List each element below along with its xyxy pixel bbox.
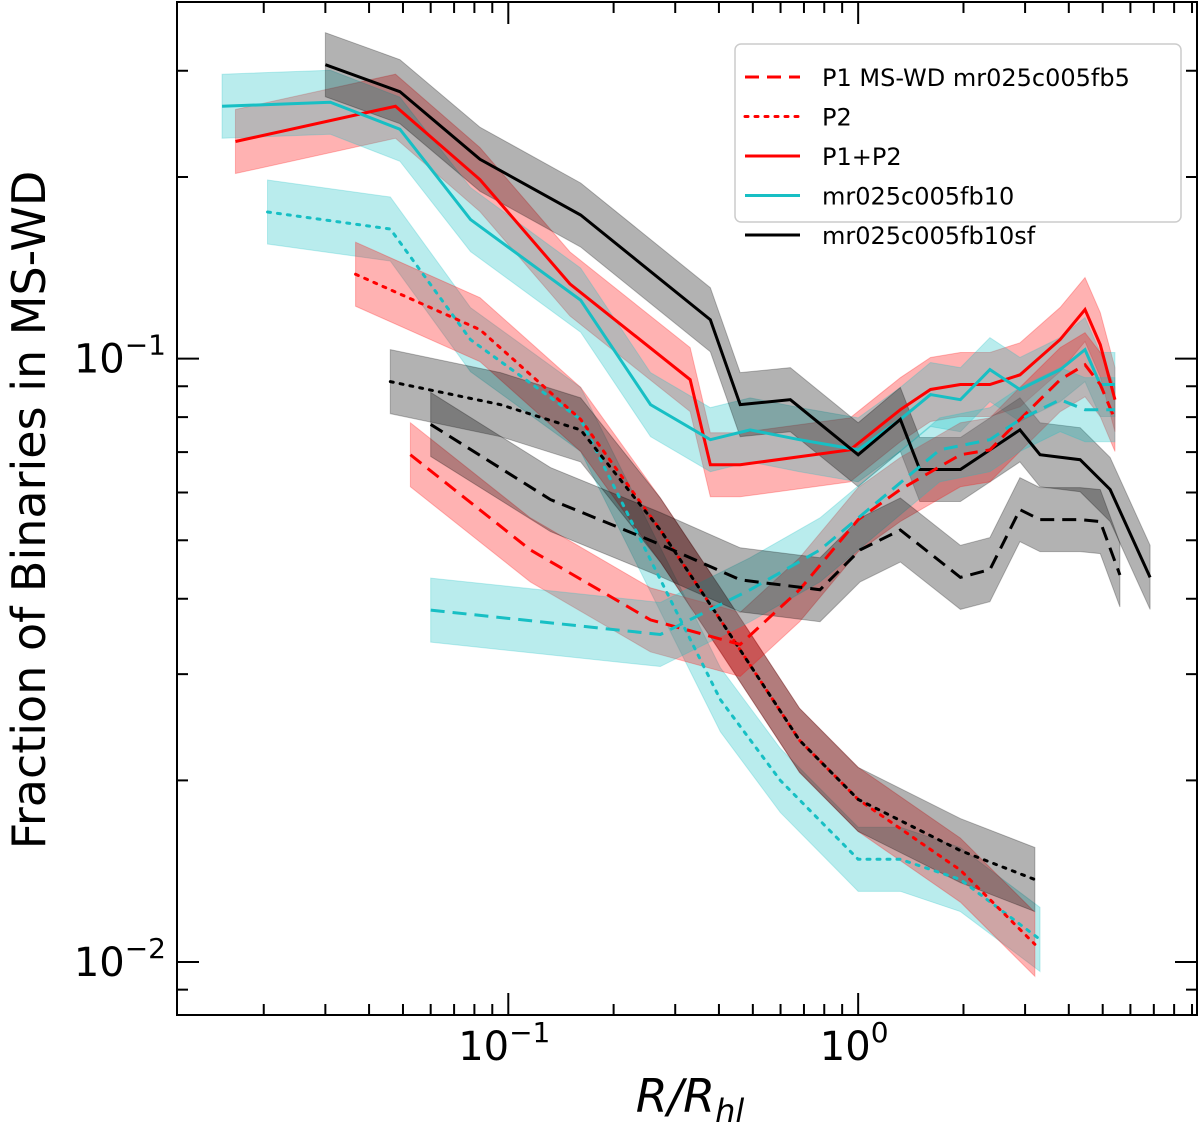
error-band-0	[234, 73, 1116, 498]
series-line-1	[221, 100, 1115, 452]
x-tick-label: 10−1	[458, 1016, 550, 1070]
tick-labels: 10−1 100 10−1 10−2	[74, 329, 889, 1070]
x-tick-label: 100	[820, 1016, 889, 1070]
error-bands	[221, 31, 1151, 978]
error-band-3	[267, 179, 1041, 973]
legend-label: P2	[822, 104, 852, 132]
series-line-6	[409, 362, 1117, 647]
series-line-7	[430, 398, 1115, 637]
error-band-5	[389, 348, 1036, 913]
plot-frame	[176, 1, 1198, 1016]
series-line-2	[324, 63, 1152, 579]
series-line-8	[429, 423, 1122, 592]
legend-label: mr025c005fb10	[822, 183, 1014, 211]
error-band-2	[324, 31, 1151, 610]
legend-box	[734, 43, 1182, 223]
error-band-7	[430, 367, 1116, 668]
y-axis-label: Fraction of Binaries in MS-WD	[2, 171, 56, 850]
series-line-4	[354, 272, 1037, 946]
legend-label: P1 MS-WD mr025c005fb5	[822, 64, 1130, 92]
x-axis-label: R/Rhl	[636, 1069, 745, 1130]
y-tick-label: 10−1	[74, 329, 166, 383]
legend: P1 MS-WD mr025c005fb5 P2 P1+P2 mr025c005fb1…	[734, 43, 1182, 250]
error-band-6	[409, 332, 1116, 678]
error-band-4	[355, 241, 1036, 978]
x-axis-label-subscript: hl	[715, 1092, 744, 1130]
series-line-3	[266, 210, 1042, 941]
series-lines	[221, 63, 1152, 946]
series-line-0	[235, 104, 1117, 467]
x-axis-label-main: R/R	[636, 1069, 715, 1123]
y-tick-label: 10−2	[74, 932, 166, 986]
series-line-5	[388, 380, 1037, 882]
legend-label: mr025c005fb10sf	[822, 222, 1036, 250]
error-band-1	[221, 69, 1116, 483]
axis-ticks	[177, 2, 1197, 1015]
legend-label: P1+P2	[822, 143, 902, 171]
